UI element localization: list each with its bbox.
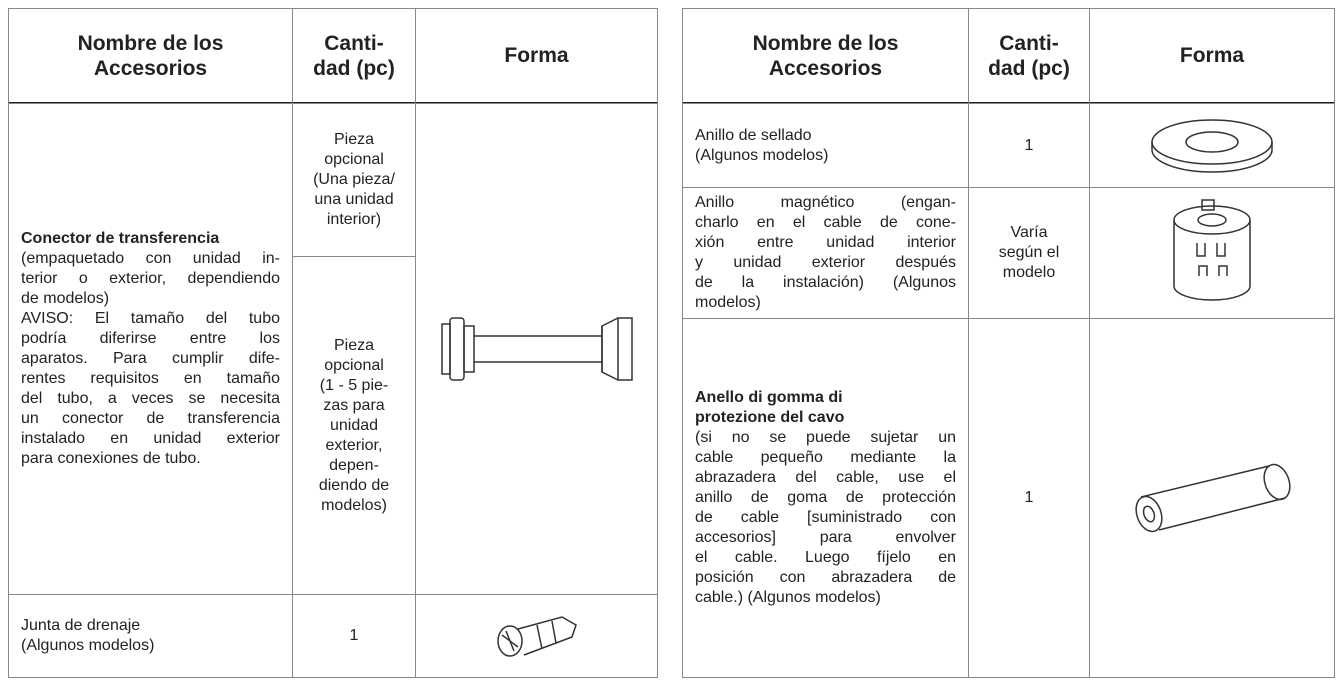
header-cell: Nombre de los Accesorios <box>682 8 969 104</box>
text-line: 1 <box>1024 489 1034 506</box>
magnetic-ring-icon <box>1173 199 1251 301</box>
text-line: cable.) (Algunos modelos) <box>695 589 881 606</box>
text-line: Accesorios <box>768 56 883 80</box>
text-line: dad (pc) <box>313 56 395 80</box>
quantity-cell: Pieza opcional (Una pieza/una unidad interi… <box>292 103 416 257</box>
text-line: Forma <box>504 44 569 67</box>
quantity-cell: 1 <box>968 103 1090 188</box>
shape-cell <box>1089 318 1335 678</box>
text-line: unidad <box>329 416 379 434</box>
text-line: Accesorios <box>93 56 208 80</box>
text-line: terior o exterior, dependiendo <box>21 270 280 287</box>
text-line: modelo <box>1002 264 1056 281</box>
text-line: modelos) <box>695 294 761 311</box>
name-cell: Anillo magnético (engan-charlo en el cab… <box>682 187 969 319</box>
text-line: de cable [suministrado con <box>695 509 956 526</box>
text-line: Pieza <box>333 131 375 148</box>
text-line: (Algunos modelos) <box>21 637 155 654</box>
header-cell: Forma <box>415 8 658 104</box>
quantity-cell: 1 <box>968 318 1090 678</box>
name-cell: Conector de transferencia (empaquetado co… <box>8 103 293 595</box>
text-line: del tubo, a veces se necesita <box>21 390 280 407</box>
text-line: y unidad exterior después <box>695 254 956 271</box>
text-line: abrazadera del cable, use el <box>695 469 956 486</box>
text-line: Anillo de sellado <box>695 126 812 144</box>
text-line: para conexiones de tubo. <box>21 450 201 467</box>
text-line: Varía <box>1010 224 1048 241</box>
text-line: el cable. Luego fíjelo en <box>695 549 956 566</box>
sealing-ring-icon <box>1151 118 1273 173</box>
text-line: Anillo magnético (engan- <box>695 194 956 211</box>
text-line: una unidad <box>314 191 394 208</box>
name-cell: Junta de drenaje (Algunos modelos) <box>8 594 293 678</box>
text-line: diendo de <box>318 476 390 494</box>
text-line: (1 - 5 pie- <box>319 376 389 394</box>
text-line: Canti- <box>324 31 384 55</box>
header-cell: Nombre de los Accesorios <box>8 8 293 104</box>
text-line: según el <box>998 244 1060 261</box>
text-line: opcional <box>324 356 384 374</box>
shape-cell <box>1089 187 1335 319</box>
text-line: AVISO: El tamaño del tubo <box>21 310 280 327</box>
header-cell: Forma <box>1089 8 1335 104</box>
text-line: accesorios] para envolver <box>695 529 956 546</box>
text-line: protezione del cavo <box>695 409 845 426</box>
text-line: depen- <box>329 456 379 474</box>
text-line: instalado en unidad exterior <box>21 430 280 447</box>
text-line: (empaquetado con unidad in- <box>21 250 280 267</box>
text-line: podría diferirse entre los <box>21 330 280 347</box>
shape-cell <box>1089 103 1335 188</box>
text-line: Nombre de los <box>77 31 224 55</box>
text-line: posición con abrazadera de <box>695 569 956 586</box>
text-line: cable pequeño mediante la <box>695 449 956 466</box>
transfer-connector-icon <box>440 317 633 381</box>
text-line: rentes requisitos en tamaño <box>21 370 280 387</box>
text-line: Junta de drenaje <box>21 617 141 634</box>
header-cell: Canti-dad (pc) <box>292 8 416 104</box>
quantity-cell: Varía según el modelo <box>968 187 1090 319</box>
text-line: (Una pieza/ <box>313 171 395 188</box>
text-line: 1 <box>1024 136 1034 154</box>
text-line: Anello di gomma di <box>695 389 843 406</box>
text-line: de modelos) <box>21 290 110 307</box>
quantity-cell: 1 <box>292 594 416 678</box>
shape-cell <box>415 594 658 678</box>
text-line: Forma <box>1179 44 1245 67</box>
rubber-ring-icon <box>1135 463 1291 533</box>
text-line: dad (pc) <box>988 56 1070 80</box>
text-line: modelos) <box>321 496 387 514</box>
text-line: 1 <box>349 627 359 644</box>
text-line: aparatos. Para cumplir dife- <box>21 350 280 367</box>
text-line: un conector de transferencia <box>21 410 280 427</box>
text-line: Pieza <box>333 336 375 354</box>
drain-joint-icon <box>496 616 577 657</box>
text-line: xión entre unidad interior <box>695 234 956 251</box>
text-line: anillo de goma de protección <box>695 489 956 506</box>
text-line: charlo en el cable de cone- <box>695 214 956 231</box>
text-line: de la instalación) (Algunos <box>695 274 956 291</box>
text-line: Conector de transferencia <box>21 230 220 247</box>
text-line: Canti- <box>999 31 1059 55</box>
header-cell: Canti-dad (pc) <box>968 8 1090 104</box>
name-cell: Anello di gomma di protezione del cavo (si… <box>682 318 969 678</box>
text-line: (si no se puede sujetar un <box>695 429 956 446</box>
text-line: exterior, <box>325 436 383 454</box>
text-line: zas para <box>323 396 385 414</box>
text-line: opcional <box>324 151 384 168</box>
quantity-cell: Pieza opcional (1 - 5 pie-zas para unidad ex… <box>292 256 416 595</box>
shape-cell <box>415 103 658 595</box>
text-line: Nombre de los <box>752 31 899 55</box>
text-line: (Algunos modelos) <box>695 146 829 164</box>
text-line: interior) <box>326 211 382 228</box>
name-cell: Anillo de sellado (Algunos modelos) <box>682 103 969 188</box>
